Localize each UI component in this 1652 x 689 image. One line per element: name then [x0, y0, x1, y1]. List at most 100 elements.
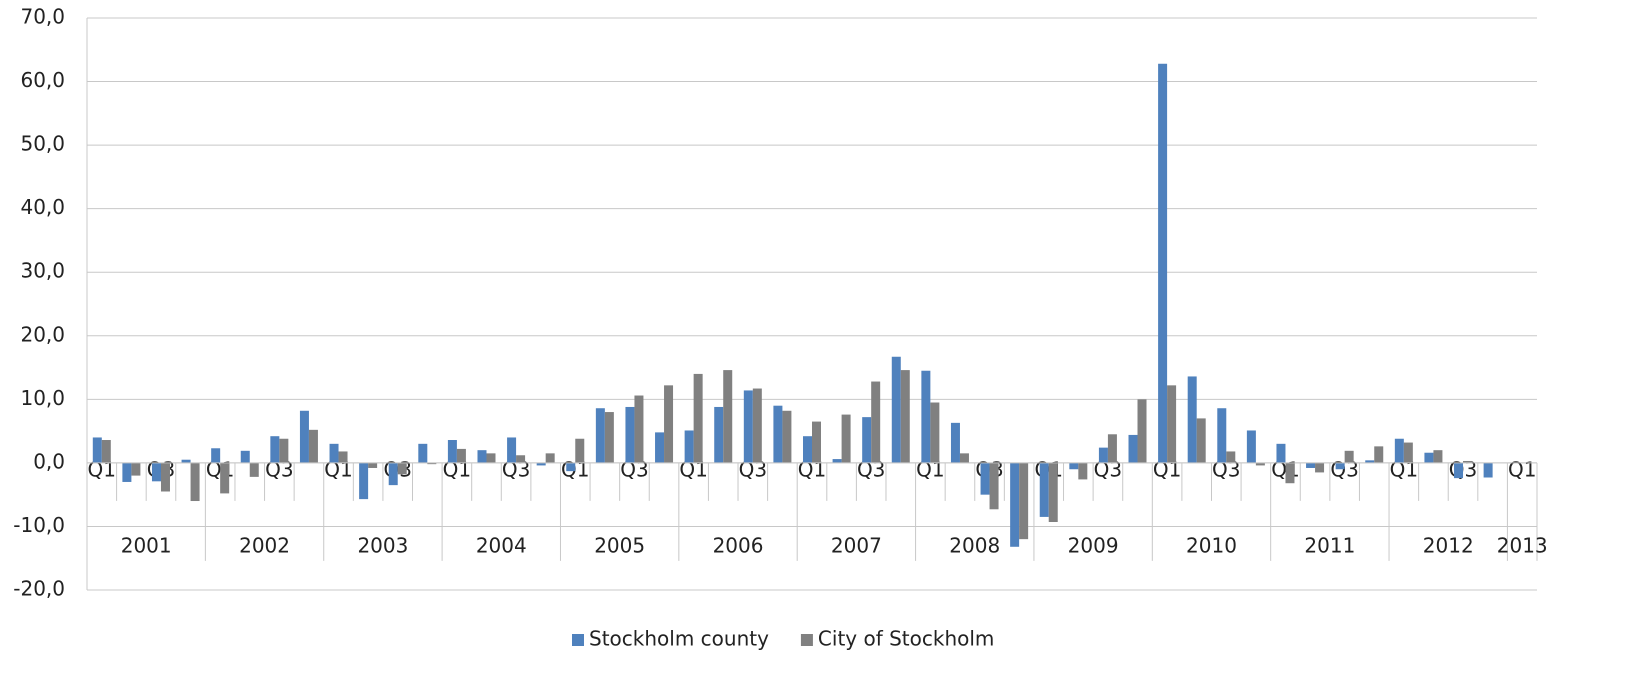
year-label: 2006 — [713, 533, 764, 557]
bar — [1276, 443, 1286, 463]
legend-swatch — [800, 634, 813, 646]
bar — [338, 451, 348, 463]
y-tick-label: 60,0 — [20, 68, 65, 92]
bar — [684, 430, 694, 463]
bar — [545, 453, 555, 463]
y-tick-label: 0,0 — [33, 449, 65, 473]
bar — [516, 455, 526, 463]
bar — [1344, 450, 1354, 463]
bar — [329, 443, 339, 463]
y-tick-label: 50,0 — [20, 132, 65, 156]
bar — [655, 432, 665, 463]
bar — [634, 395, 644, 463]
bar — [1394, 438, 1404, 463]
bar — [566, 462, 576, 472]
bar — [664, 385, 674, 463]
x-tick-label: Q1 — [1508, 457, 1536, 481]
y-tick-label: 70,0 — [20, 5, 65, 29]
bar — [211, 448, 221, 463]
bar — [693, 373, 703, 463]
bar — [803, 436, 812, 463]
bar — [101, 440, 111, 463]
year-label: 2008 — [949, 533, 1000, 557]
bar — [743, 390, 753, 463]
y-tick-label: 20,0 — [20, 322, 65, 346]
bar — [1167, 385, 1177, 463]
bar — [240, 450, 250, 463]
bar — [989, 462, 999, 510]
year-label: 2001 — [121, 533, 172, 557]
bar — [921, 370, 931, 463]
bar — [1454, 462, 1464, 479]
bar — [447, 440, 457, 463]
bar — [1128, 434, 1138, 463]
bar — [604, 412, 614, 463]
y-tick-label: -20,0 — [13, 577, 65, 601]
bar — [397, 462, 407, 475]
bar — [1217, 408, 1227, 463]
bar — [1069, 462, 1079, 470]
bar — [1039, 462, 1049, 517]
bar — [1019, 462, 1029, 540]
year-label: 2002 — [239, 533, 290, 557]
bar — [359, 462, 369, 500]
legend-label: Stockholm county — [589, 627, 769, 651]
bar — [1374, 446, 1384, 463]
bar — [1107, 434, 1117, 463]
bar — [812, 421, 821, 463]
bar — [1335, 462, 1345, 470]
bar — [862, 417, 872, 463]
bar — [782, 410, 792, 463]
bar — [299, 410, 309, 463]
bar — [1196, 418, 1206, 463]
year-label: 2004 — [476, 533, 527, 557]
bar — [714, 406, 724, 463]
legend-label: City of Stockholm — [818, 627, 995, 651]
bar — [900, 370, 910, 463]
bar — [752, 388, 762, 463]
bar — [536, 462, 546, 466]
bar — [418, 443, 428, 463]
year-label: 2007 — [831, 533, 882, 557]
year-label: 2011 — [1304, 533, 1355, 557]
bar — [575, 438, 585, 463]
bar — [1424, 452, 1434, 463]
bar — [308, 429, 318, 463]
y-tick-label: 40,0 — [20, 195, 65, 219]
bar — [427, 462, 437, 465]
bar — [930, 402, 940, 463]
bar — [1285, 462, 1295, 484]
bar — [1483, 462, 1493, 478]
bar — [595, 408, 605, 463]
year-label: 2003 — [357, 533, 408, 557]
bar — [1433, 450, 1443, 463]
bar — [388, 462, 398, 486]
bar — [1158, 63, 1168, 463]
bar — [249, 462, 259, 477]
bar — [841, 414, 851, 463]
y-tick-label: 10,0 — [20, 386, 65, 410]
bar — [1098, 447, 1108, 463]
bar — [151, 462, 161, 482]
bar — [1226, 451, 1236, 463]
bar — [1137, 399, 1147, 463]
bar — [891, 356, 901, 463]
bar — [832, 459, 842, 463]
bar — [871, 381, 881, 463]
y-tick-label: -10,0 — [13, 513, 65, 537]
bar — [486, 453, 496, 463]
bar — [723, 370, 733, 463]
bar — [1010, 462, 1020, 547]
year-label: 2013 — [1497, 533, 1548, 557]
bar — [959, 453, 969, 463]
bar — [270, 436, 280, 463]
bar — [190, 462, 200, 502]
bar — [279, 438, 289, 463]
bar — [1255, 462, 1265, 466]
bar — [1463, 460, 1473, 463]
year-label: 2009 — [1068, 533, 1119, 557]
bar — [1048, 462, 1058, 522]
bar — [477, 450, 487, 463]
bar — [1078, 462, 1088, 480]
